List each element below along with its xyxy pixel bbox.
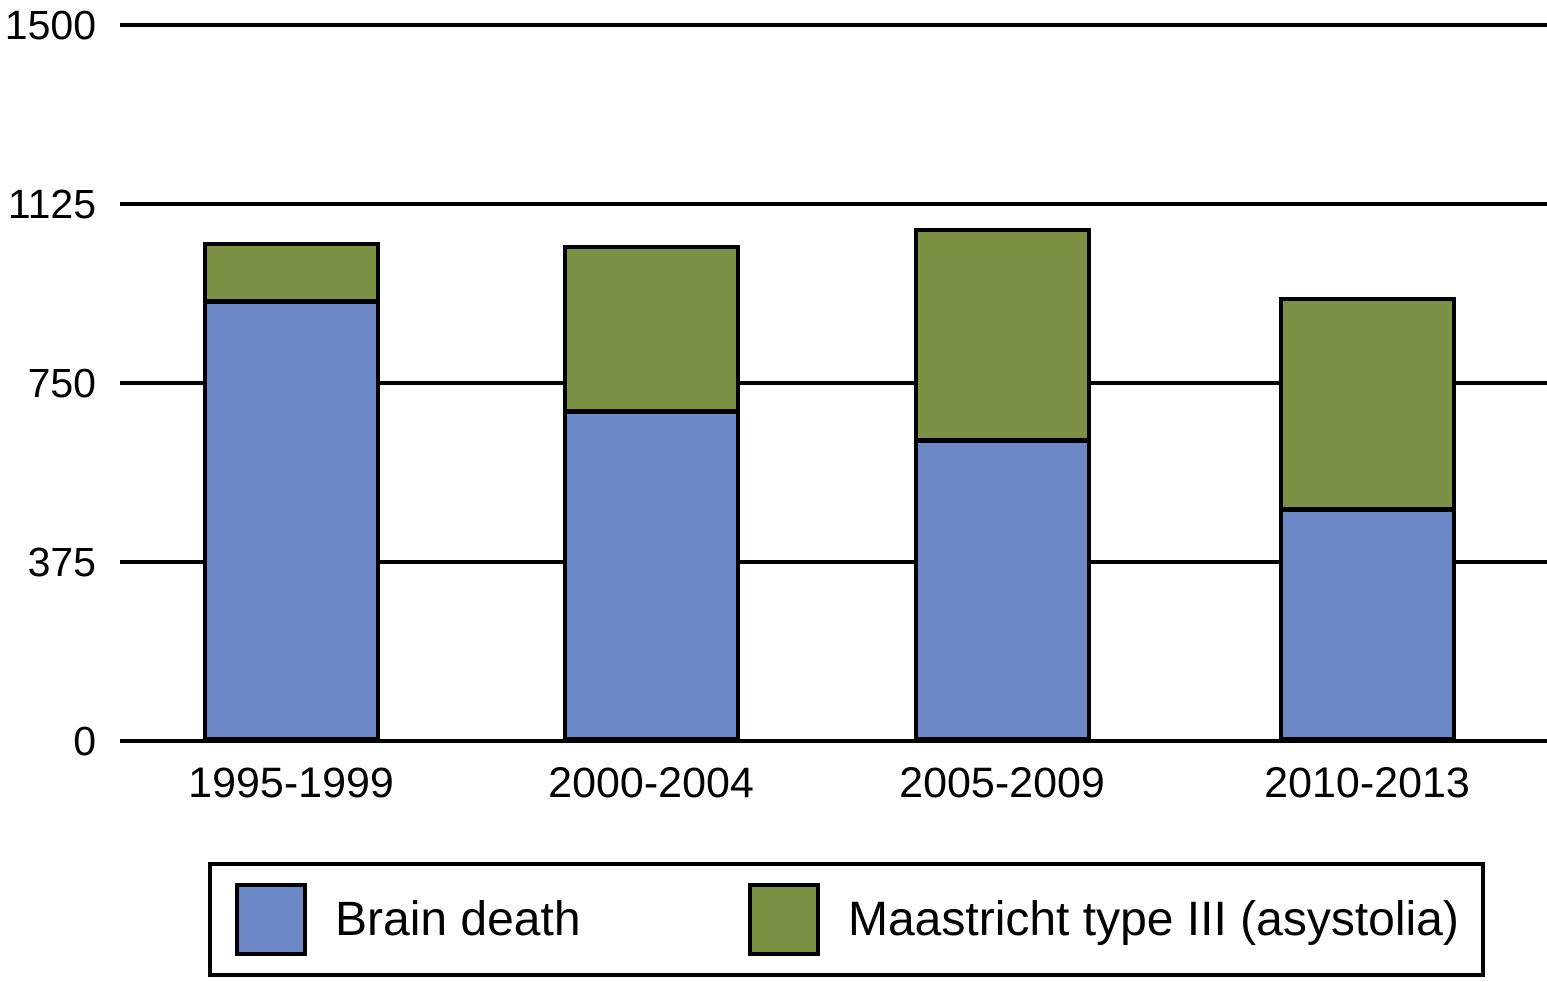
bar-segment-maastricht-type-iii-asystolia-	[562, 245, 740, 414]
x-tick-label-2000-2004: 2000-2004	[548, 759, 754, 807]
gridline-1125	[120, 202, 1547, 206]
gridline-375	[120, 560, 1547, 564]
legend-label-brain-death: Brain death	[335, 893, 581, 946]
bar-segment-brain-death	[913, 443, 1091, 741]
y-tick-label-1500: 1500	[4, 2, 96, 48]
x-tick-label-1995-1999: 1995-1999	[188, 759, 394, 807]
legend: Brain death Maastricht type III (asystoli…	[208, 862, 1485, 977]
y-tick-label-750: 750	[27, 360, 96, 406]
x-tick-label-2005-2009: 2005-2009	[899, 759, 1105, 807]
bar-segment-maastricht-type-iii-asystolia-	[913, 228, 1091, 443]
legend-entry-brain-death: Brain death	[235, 866, 581, 973]
bar-segment-brain-death	[202, 304, 380, 741]
bar-2010-2013	[1278, 297, 1456, 741]
bar-2000-2004	[562, 245, 740, 741]
legend-label-maastricht-type-iii-asystolia-: Maastricht type III (asystolia)	[848, 893, 1459, 946]
y-tick-label-1125: 1125	[7, 181, 96, 227]
bar-segment-maastricht-type-iii-asystolia-	[1278, 297, 1456, 512]
gridline-750	[120, 381, 1547, 385]
legend-entry-maastricht-type-iii-asystolia-: Maastricht type III (asystolia)	[748, 866, 1459, 973]
bar-2005-2009	[913, 228, 1091, 741]
gridline-1500	[120, 23, 1547, 27]
gridline-0	[120, 739, 1547, 743]
legend-swatch-maastricht-type-iii-asystolia-	[748, 883, 820, 956]
bar-segment-brain-death	[1278, 512, 1456, 741]
bar-segment-maastricht-type-iii-asystolia-	[202, 242, 380, 304]
y-tick-label-0: 0	[73, 718, 96, 764]
x-tick-label-2010-2013: 2010-2013	[1264, 759, 1470, 807]
y-tick-label-375: 375	[27, 539, 96, 585]
legend-swatch-brain-death	[235, 883, 307, 956]
bar-1995-1999	[202, 242, 380, 741]
bar-segment-brain-death	[562, 414, 740, 741]
